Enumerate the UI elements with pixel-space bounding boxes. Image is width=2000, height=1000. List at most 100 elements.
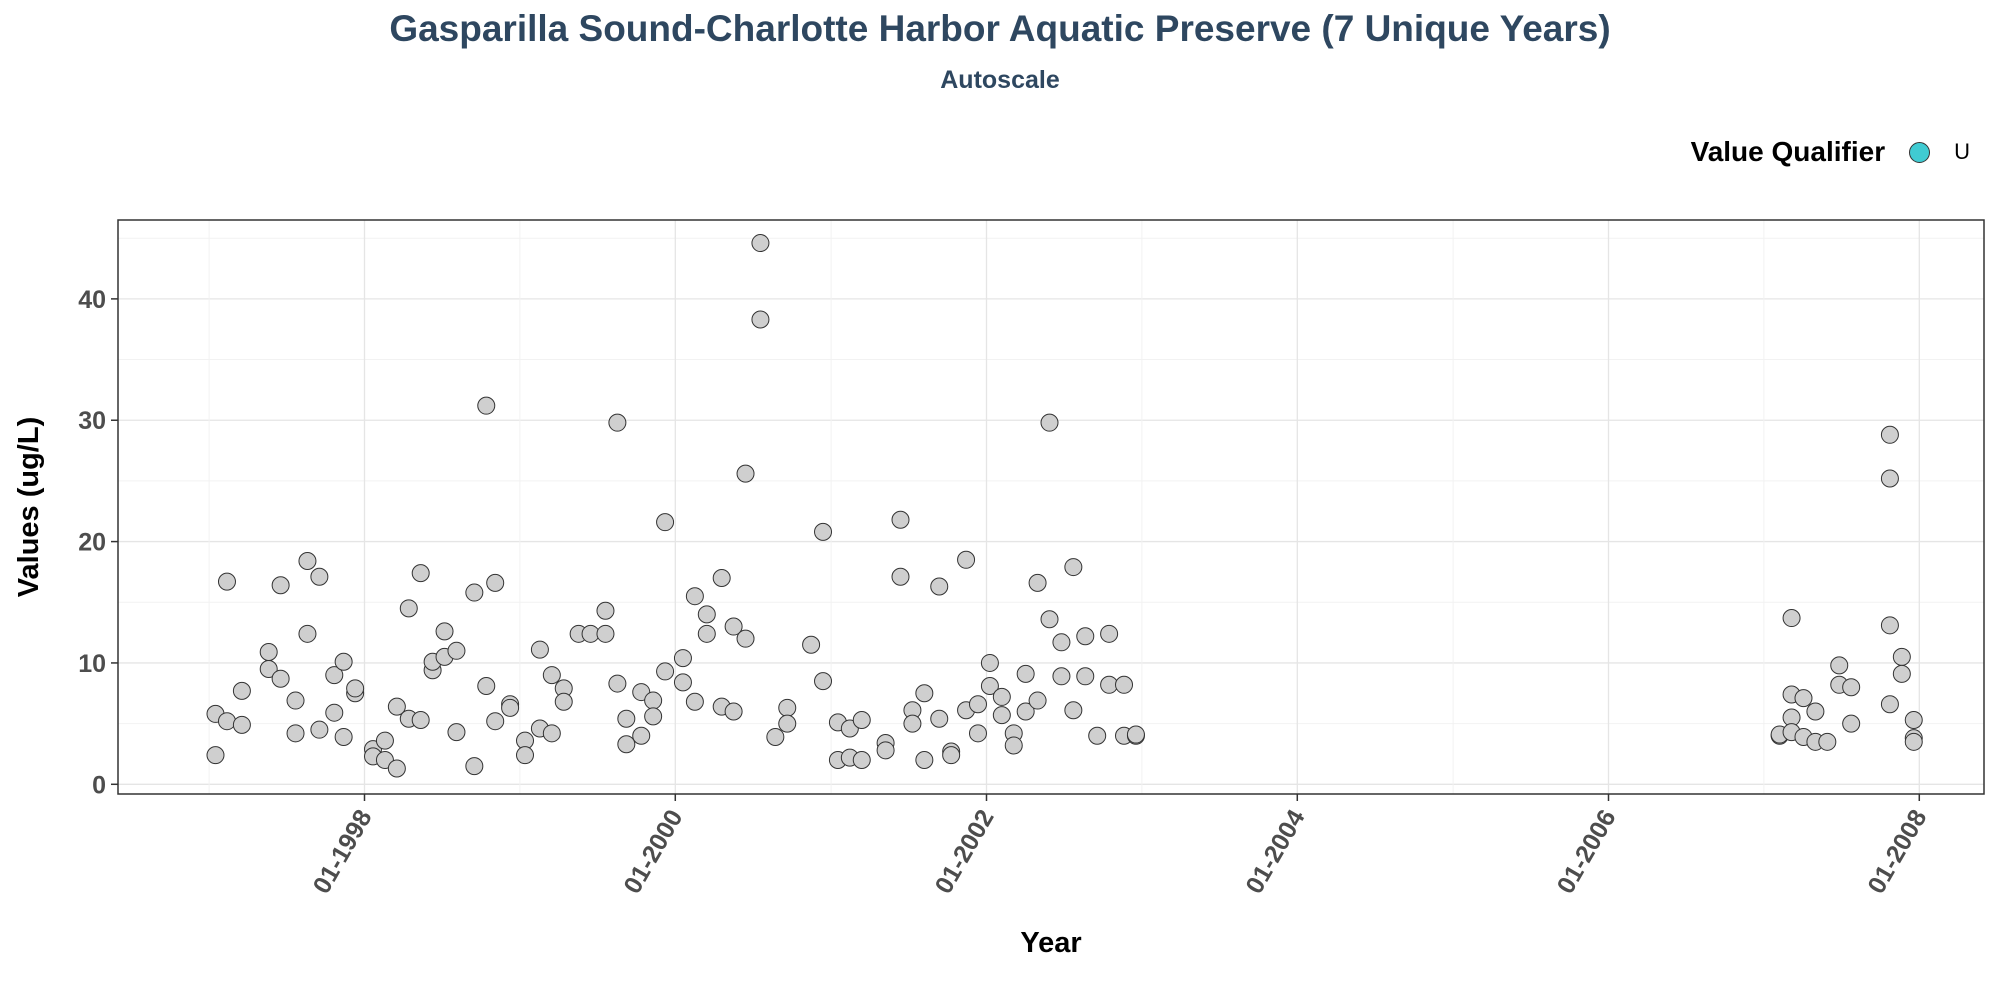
x-tick-label: 01-2006 xyxy=(1552,805,1622,898)
data-point xyxy=(1782,609,1801,628)
data-point xyxy=(930,709,949,728)
data-point xyxy=(387,697,406,716)
data-point xyxy=(617,709,636,728)
data-point xyxy=(334,727,353,746)
data-point xyxy=(435,622,454,641)
data-point xyxy=(217,712,236,731)
data-point xyxy=(542,724,561,743)
data-point xyxy=(968,724,987,743)
data-point xyxy=(1088,726,1107,745)
data-point xyxy=(1016,702,1035,721)
data-point xyxy=(942,746,961,765)
data-point xyxy=(1126,725,1145,744)
data-point xyxy=(1794,689,1813,708)
data-point xyxy=(271,669,290,688)
data-point xyxy=(232,681,251,700)
x-tick-label: 01-2002 xyxy=(930,805,1000,898)
data-point xyxy=(596,624,615,643)
data-point xyxy=(891,510,910,529)
data-point xyxy=(957,550,976,569)
data-point xyxy=(1052,667,1071,686)
data-point xyxy=(992,706,1011,725)
data-point xyxy=(617,735,636,754)
data-point xyxy=(1892,664,1911,683)
data-point xyxy=(736,464,755,483)
data-point xyxy=(1064,558,1083,577)
x-tick-label: 01-2008 xyxy=(1862,805,1932,899)
data-point xyxy=(447,723,466,742)
data-point xyxy=(1115,675,1134,694)
data-point xyxy=(298,552,317,571)
data-point xyxy=(814,672,833,691)
data-point xyxy=(375,731,394,750)
data-point xyxy=(891,567,910,586)
data-point xyxy=(465,583,484,602)
data-point xyxy=(271,576,290,595)
data-point xyxy=(778,698,797,717)
data-point xyxy=(852,710,871,729)
data-point xyxy=(477,676,496,695)
data-point xyxy=(530,640,549,659)
x-tick-label: 01-2004 xyxy=(1240,805,1310,899)
y-axis-title: Values (ug/L) xyxy=(13,417,45,597)
legend-key-u xyxy=(1909,141,1931,163)
data-point xyxy=(310,567,329,586)
data-point xyxy=(608,674,627,693)
data-point xyxy=(778,714,797,733)
chart-subtitle: Autoscale xyxy=(940,66,1060,94)
points xyxy=(206,234,1923,778)
y-tick-label: 20 xyxy=(78,529,106,557)
y-tick-label: 40 xyxy=(78,286,106,314)
y-tick-label: 0 xyxy=(92,771,106,799)
data-point xyxy=(1880,425,1899,444)
grid xyxy=(118,220,1984,794)
data-point xyxy=(477,396,496,415)
data-point xyxy=(411,710,430,729)
data-point xyxy=(298,624,317,643)
data-point xyxy=(876,741,895,760)
chart-title: Gasparilla Sound-Charlotte Harbor Aquati… xyxy=(389,8,1611,49)
data-point xyxy=(206,746,225,765)
data-point xyxy=(644,691,663,710)
x-tick-label: 01-1998 xyxy=(308,805,378,899)
data-point xyxy=(1064,701,1083,720)
data-point xyxy=(286,691,305,710)
data-point xyxy=(724,702,743,721)
data-point xyxy=(903,714,922,733)
data-point xyxy=(814,522,833,541)
data-point xyxy=(673,673,692,692)
data-point xyxy=(697,605,716,624)
data-point xyxy=(1100,624,1119,643)
y-tick-label: 30 xyxy=(78,407,106,435)
data-point xyxy=(1892,647,1911,666)
data-point xyxy=(685,692,704,711)
data-point xyxy=(766,727,785,746)
data-point xyxy=(486,573,505,592)
data-point xyxy=(1806,702,1825,721)
data-point xyxy=(1004,736,1023,755)
data-point xyxy=(656,662,675,681)
data-point xyxy=(802,635,821,654)
data-point xyxy=(399,599,418,618)
data-point xyxy=(516,746,535,765)
x-axis-title: Year xyxy=(1020,927,1081,959)
data-point xyxy=(1830,656,1849,675)
data-point xyxy=(1842,678,1861,697)
data-point xyxy=(387,759,406,778)
data-point xyxy=(501,698,520,717)
data-point xyxy=(596,601,615,620)
data-point xyxy=(554,692,573,711)
data-point xyxy=(915,684,934,703)
data-point xyxy=(1904,732,1923,751)
data-point xyxy=(310,720,329,739)
data-point xyxy=(915,751,934,770)
data-point xyxy=(632,726,651,745)
data-point xyxy=(608,413,627,432)
data-point xyxy=(1052,633,1071,652)
data-point xyxy=(259,643,278,662)
data-point xyxy=(1076,627,1095,646)
data-point xyxy=(1880,469,1899,488)
y-tick-label: 10 xyxy=(78,650,106,678)
data-point xyxy=(411,564,430,583)
